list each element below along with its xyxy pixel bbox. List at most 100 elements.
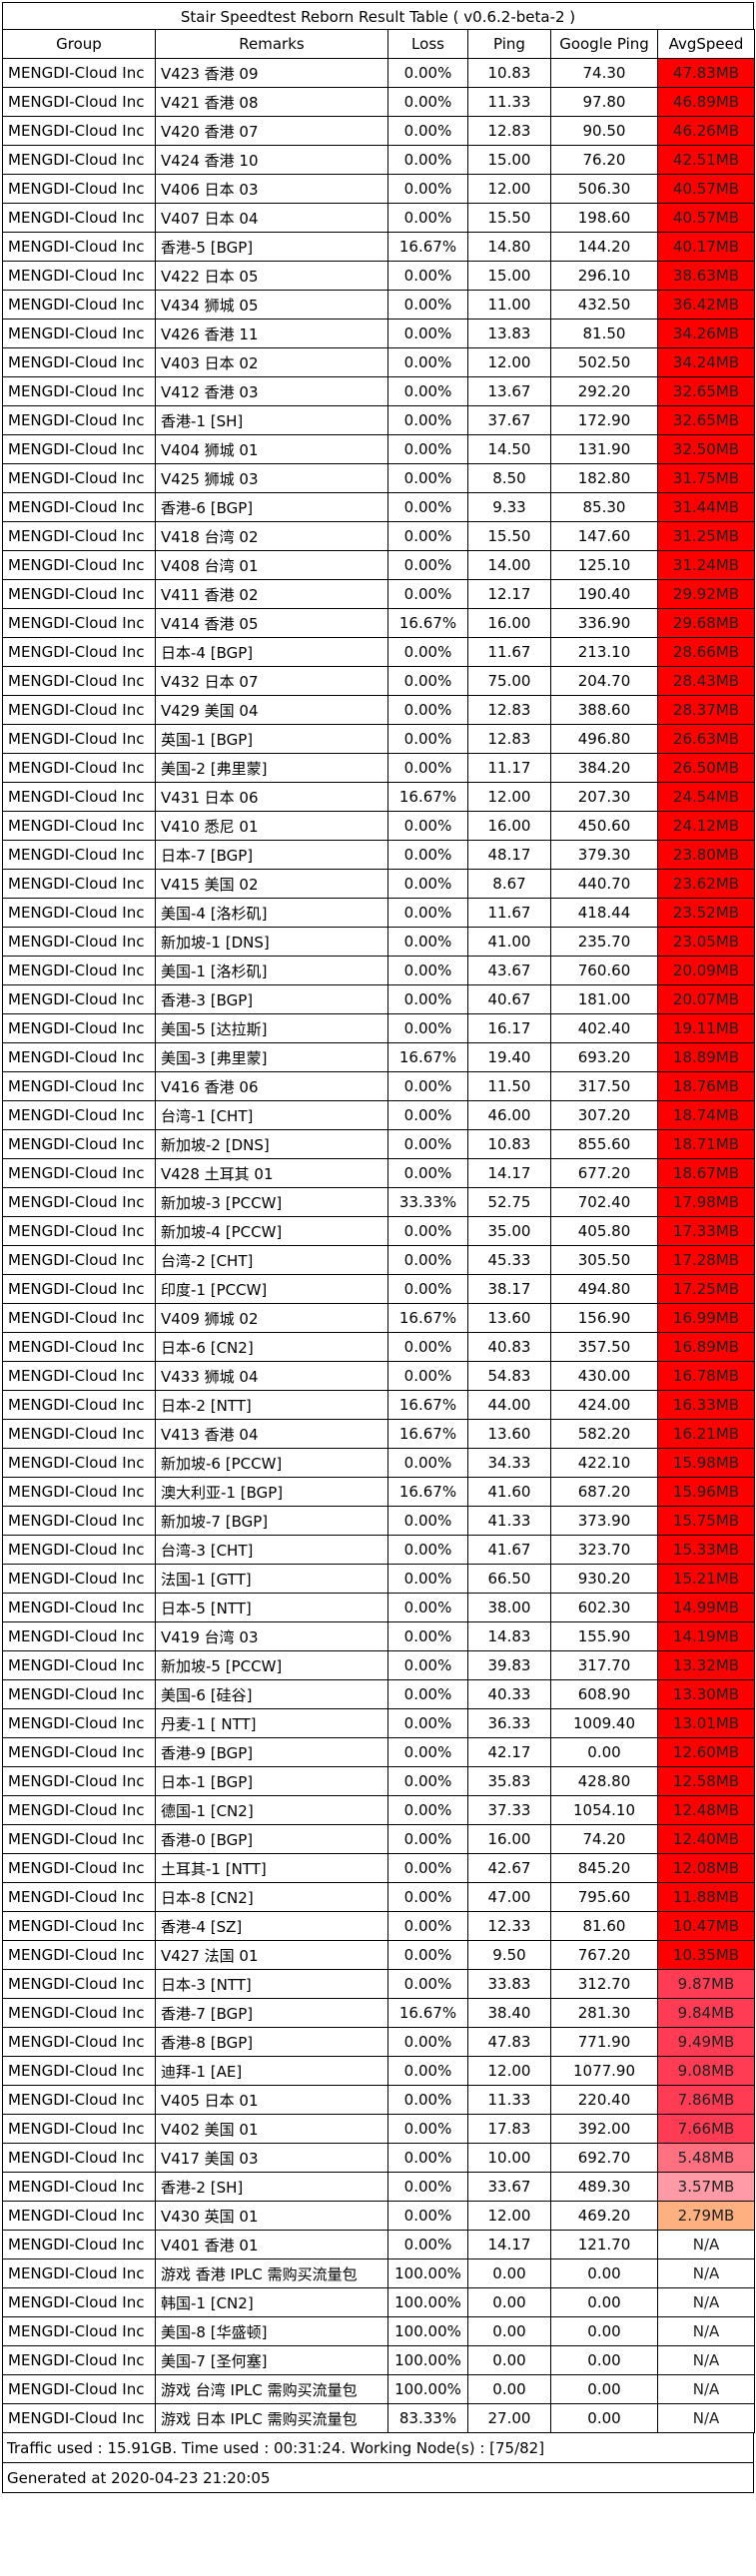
google-ping-cell: 125.10: [550, 550, 658, 580]
remarks-cell: 新加坡-7 [BGP]: [155, 1506, 388, 1536]
google-ping-cell: 506.30: [550, 174, 658, 204]
ping-cell: 41.60: [467, 1477, 551, 1507]
remarks-cell: 香港-1 [SH]: [155, 405, 388, 435]
group-cell: MENGDI-Cloud Inc: [2, 2287, 156, 2317]
ping-cell: 12.00: [467, 2201, 551, 2231]
remarks-cell: V405 日本 01: [155, 2085, 388, 2115]
remarks-cell: V423 香港 09: [155, 58, 388, 88]
remarks-cell: 英国-1 [BGP]: [155, 724, 388, 754]
loss-cell: 0.00%: [387, 290, 468, 320]
table-row: MENGDI-Cloud Inc V413 香港 04 16.67% 13.60 582…: [2, 1419, 755, 1449]
result-table: Group Remarks Loss Ping Google Ping AvgS…: [2, 29, 755, 2433]
ping-cell: 12.83: [467, 695, 551, 725]
loss-cell: 0.00%: [387, 1824, 468, 1854]
group-cell: MENGDI-Cloud Inc: [2, 2027, 156, 2057]
remarks-cell: V408 台湾 01: [155, 550, 388, 580]
ping-cell: 43.67: [467, 956, 551, 985]
avgspeed-cell: 26.50MB: [657, 753, 755, 783]
google-ping-cell: 181.00: [550, 984, 658, 1014]
avgspeed-cell: 16.33MB: [657, 1390, 755, 1420]
google-ping-cell: 1009.40: [550, 1708, 658, 1738]
avgspeed-cell: 40.17MB: [657, 232, 755, 262]
table-row: MENGDI-Cloud Inc V416 香港 06 0.00% 11.50 317.…: [2, 1071, 755, 1101]
loss-cell: 0.00%: [387, 376, 468, 406]
avgspeed-cell: 29.68MB: [657, 608, 755, 638]
group-cell: MENGDI-Cloud Inc: [2, 724, 156, 754]
remarks-cell: V410 悉尼 01: [155, 811, 388, 841]
table-row: MENGDI-Cloud Inc 美国-3 [弗里蒙] 16.67% 19.40 693…: [2, 1042, 755, 1072]
google-ping-cell: 1077.90: [550, 2056, 658, 2086]
group-cell: MENGDI-Cloud Inc: [2, 1274, 156, 1304]
ping-cell: 48.17: [467, 840, 551, 870]
group-cell: MENGDI-Cloud Inc: [2, 203, 156, 233]
remarks-cell: 香港-4 [SZ]: [155, 1911, 388, 1941]
avgspeed-cell: 12.58MB: [657, 1766, 755, 1796]
table-row: MENGDI-Cloud Inc 新加坡-6 [PCCW] 0.00% 34.33 42…: [2, 1448, 755, 1478]
google-ping-cell: 0.00: [550, 2374, 658, 2404]
avgspeed-cell: N/A: [657, 2345, 755, 2375]
ping-cell: 11.50: [467, 1071, 551, 1101]
google-ping-cell: 81.50: [550, 319, 658, 348]
loss-cell: 0.00%: [387, 1940, 468, 1970]
table-row: MENGDI-Cloud Inc V425 狮城 03 0.00% 8.50 182.8…: [2, 463, 755, 493]
table-row: MENGDI-Cloud Inc V421 香港 08 0.00% 11.33 97.8…: [2, 87, 755, 117]
group-cell: MENGDI-Cloud Inc: [2, 1824, 156, 1854]
group-cell: MENGDI-Cloud Inc: [2, 2143, 156, 2173]
avgspeed-cell: N/A: [657, 2258, 755, 2288]
avgspeed-cell: 2.79MB: [657, 2201, 755, 2231]
table-row: MENGDI-Cloud Inc V430 英国 01 0.00% 12.00 469.…: [2, 2201, 755, 2231]
remarks-cell: 游戏 香港 IPLC 需购买流量包: [155, 2258, 388, 2288]
avgspeed-cell: 46.89MB: [657, 87, 755, 117]
remarks-cell: V414 香港 05: [155, 608, 388, 638]
ping-cell: 15.50: [467, 203, 551, 233]
table-row: MENGDI-Cloud Inc 美国-2 [弗里蒙] 0.00% 11.17 384.…: [2, 753, 755, 783]
loss-cell: 0.00%: [387, 1679, 468, 1709]
group-cell: MENGDI-Cloud Inc: [2, 782, 156, 812]
table-row: MENGDI-Cloud Inc 迪拜-1 [AE] 0.00% 12.00 1077.…: [2, 2056, 755, 2086]
table-row: MENGDI-Cloud Inc V428 土耳其 01 0.00% 14.17 677…: [2, 1158, 755, 1188]
group-cell: MENGDI-Cloud Inc: [2, 984, 156, 1014]
ping-cell: 39.83: [467, 1650, 551, 1680]
ping-cell: 35.00: [467, 1216, 551, 1246]
loss-cell: 0.00%: [387, 1245, 468, 1275]
group-cell: MENGDI-Cloud Inc: [2, 1766, 156, 1796]
remarks-cell: 香港-7 [BGP]: [155, 1998, 388, 2028]
group-cell: MENGDI-Cloud Inc: [2, 1679, 156, 1709]
ping-cell: 33.83: [467, 1969, 551, 1999]
remarks-cell: 香港-5 [BGP]: [155, 232, 388, 262]
remarks-cell: V422 日本 05: [155, 261, 388, 291]
avgspeed-cell: 32.50MB: [657, 434, 755, 464]
avgspeed-cell: 26.63MB: [657, 724, 755, 754]
remarks-cell: 澳大利亚-1 [BGP]: [155, 1477, 388, 1507]
group-cell: MENGDI-Cloud Inc: [2, 232, 156, 262]
group-cell: MENGDI-Cloud Inc: [2, 2201, 156, 2231]
remarks-cell: V426 香港 11: [155, 319, 388, 348]
table-row: MENGDI-Cloud Inc 香港-6 [BGP] 0.00% 9.33 85.30…: [2, 492, 755, 522]
google-ping-cell: 131.90: [550, 434, 658, 464]
google-ping-cell: 855.60: [550, 1129, 658, 1159]
generated-timestamp: Generated at 2020-04-23 21:20:05: [2, 2463, 754, 2493]
group-cell: MENGDI-Cloud Inc: [2, 1940, 156, 1970]
ping-cell: 16.00: [467, 608, 551, 638]
group-cell: MENGDI-Cloud Inc: [2, 1564, 156, 1594]
google-ping-cell: 74.20: [550, 1824, 658, 1854]
google-ping-cell: 97.80: [550, 87, 658, 117]
ping-cell: 42.67: [467, 1853, 551, 1883]
avgspeed-cell: 16.99MB: [657, 1303, 755, 1333]
table-row: MENGDI-Cloud Inc 新加坡-1 [DNS] 0.00% 41.00 235…: [2, 927, 755, 957]
group-cell: MENGDI-Cloud Inc: [2, 1129, 156, 1159]
group-cell: MENGDI-Cloud Inc: [2, 492, 156, 522]
table-row: MENGDI-Cloud Inc V431 日本 06 16.67% 12.00 207…: [2, 782, 755, 812]
google-ping-cell: 281.30: [550, 1998, 658, 2028]
remarks-cell: V424 香港 10: [155, 145, 388, 175]
loss-cell: 0.00%: [387, 2230, 468, 2259]
table-row: MENGDI-Cloud Inc 香港-4 [SZ] 0.00% 12.33 81.60…: [2, 1911, 755, 1941]
table-row: MENGDI-Cloud Inc 香港-7 [BGP] 16.67% 38.40 281…: [2, 1998, 755, 2028]
avgspeed-cell: 17.25MB: [657, 1274, 755, 1304]
avgspeed-cell: 32.65MB: [657, 405, 755, 435]
avgspeed-cell: 23.52MB: [657, 898, 755, 928]
google-ping-cell: 207.30: [550, 782, 658, 812]
google-ping-cell: 0.00: [550, 2287, 658, 2317]
group-cell: MENGDI-Cloud Inc: [2, 2056, 156, 2086]
column-header-ping: Ping: [467, 29, 551, 59]
